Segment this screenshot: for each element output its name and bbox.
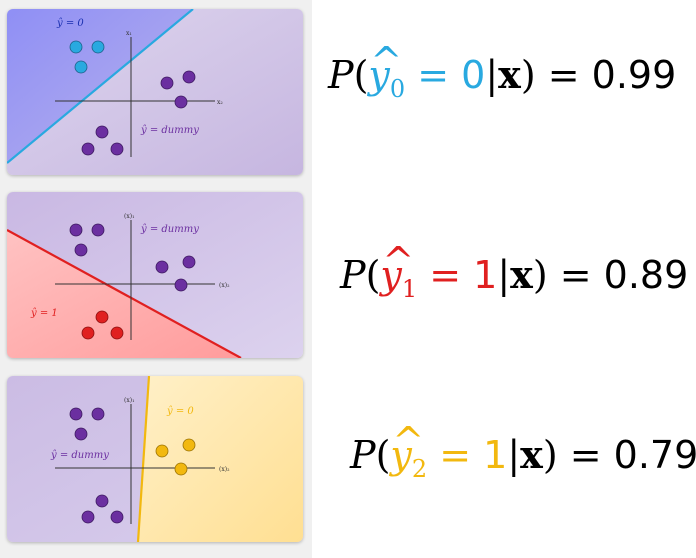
formula-hat: ^ xyxy=(370,39,403,83)
data-point-purple xyxy=(182,70,196,84)
formula-equals: = xyxy=(417,253,474,297)
axis-x-label: (x)₂ xyxy=(219,282,230,289)
formula-open-paren: ( xyxy=(353,53,369,97)
formula-subscript: 1 xyxy=(401,275,418,303)
formula-y: y xyxy=(390,433,412,477)
data-point-purple xyxy=(74,427,88,441)
formula-subscript: 0 xyxy=(389,75,406,103)
formula-subscript: 2 xyxy=(411,455,428,483)
region-label-dummy: ŷ = dummy xyxy=(140,125,199,136)
formula-y: y xyxy=(368,53,390,97)
data-point-purple xyxy=(69,223,83,237)
data-point-purple xyxy=(81,510,95,524)
formula-probability: 0.89 xyxy=(603,253,689,297)
axis-x-label: x₂ xyxy=(217,99,223,106)
data-point-purple xyxy=(91,407,105,421)
formula-close-paren: ) xyxy=(532,253,548,297)
data-point-purple xyxy=(74,243,88,257)
formula-P: P xyxy=(340,253,366,297)
data-point-purple xyxy=(95,125,109,139)
formula-y1: P(^ y1 = 1|x) = 0.89 xyxy=(340,242,689,303)
formula-equals: = xyxy=(405,53,462,97)
formula-class-value: 1 xyxy=(483,433,508,477)
formula-y2: P(^ y2 = 1|x) = 0.79 xyxy=(350,422,696,483)
formula-y: y xyxy=(380,253,402,297)
data-point-purple xyxy=(155,260,169,274)
formula-equals: = xyxy=(535,53,592,97)
decision-boundary xyxy=(7,9,194,164)
data-point-purple xyxy=(81,142,95,156)
formula-bar: | xyxy=(507,433,521,477)
formula-yhat: ^ y1 xyxy=(380,242,418,303)
data-point-purple xyxy=(110,510,124,524)
data-point-yellow xyxy=(174,462,188,476)
formula-hat: ^ xyxy=(382,239,415,283)
data-point-red xyxy=(110,326,124,340)
region-y0-area xyxy=(138,376,303,542)
data-point-purple xyxy=(110,142,124,156)
axis-y-label: (x)₁ xyxy=(124,213,134,220)
data-point-cyan xyxy=(69,40,83,54)
formula-x: x xyxy=(510,252,533,297)
data-point-purple xyxy=(174,278,188,292)
data-point-yellow xyxy=(155,444,169,458)
formula-y0: P(^ y0 = 0|x) = 0.99 xyxy=(328,42,677,103)
formula-open-paren: ( xyxy=(375,433,391,477)
formula-close-paren: ) xyxy=(520,53,536,97)
formula-x: x xyxy=(520,432,543,477)
formula-P: P xyxy=(328,53,354,97)
formula-bar: | xyxy=(485,53,499,97)
data-point-purple xyxy=(182,255,196,269)
region-label-y0: ŷ = 0 xyxy=(166,406,194,417)
formula-class-value: 0 xyxy=(461,53,486,97)
decision-boundary xyxy=(7,229,242,358)
formula-hat: ^ xyxy=(392,419,425,463)
region-label-dummy: ŷ = dummy xyxy=(140,224,199,235)
formula-equals: = xyxy=(557,433,614,477)
formula-yhat: ^ y0 xyxy=(368,42,406,103)
formula-probability: 0.99 xyxy=(591,53,677,97)
formula-equals: = xyxy=(427,433,484,477)
data-point-red xyxy=(95,310,109,324)
axis-y-label: x₁ xyxy=(126,30,132,37)
formula-x: x xyxy=(498,52,521,97)
region-label-dummy: ŷ = dummy xyxy=(50,450,109,461)
region-label-y0: ŷ = 0 xyxy=(56,18,84,29)
decision-boundary xyxy=(136,376,151,542)
region-label-y1: ŷ = 1 xyxy=(30,308,58,319)
axis-y-label: (x)₁ xyxy=(124,397,134,404)
data-point-purple xyxy=(69,407,83,421)
formula-class-value: 1 xyxy=(473,253,498,297)
data-point-cyan xyxy=(74,60,88,74)
data-point-purple xyxy=(91,223,105,237)
formula-open-paren: ( xyxy=(365,253,381,297)
formula-P: P xyxy=(350,433,376,477)
formula-close-paren: ) xyxy=(542,433,558,477)
formula-yhat: ^ y2 xyxy=(390,422,428,483)
data-point-red xyxy=(81,326,95,340)
data-point-cyan xyxy=(91,40,105,54)
panel-1: x₂ x₁ ŷ = 0 ŷ = dummy xyxy=(7,9,303,175)
panel-3: (x)₂ (x)₁ ŷ = 0 ŷ = dummy xyxy=(7,376,303,542)
data-point-purple xyxy=(174,95,188,109)
data-point-yellow xyxy=(182,438,196,452)
axis-x-label: (x)₂ xyxy=(219,466,230,473)
data-point-purple xyxy=(160,76,174,90)
formula-probability: 0.79 xyxy=(613,433,696,477)
formula-bar: | xyxy=(497,253,511,297)
panel-2: (x)₂ (x)₁ ŷ = dummy ŷ = 1 xyxy=(7,192,303,358)
formula-equals: = xyxy=(547,253,604,297)
data-point-purple xyxy=(95,494,109,508)
